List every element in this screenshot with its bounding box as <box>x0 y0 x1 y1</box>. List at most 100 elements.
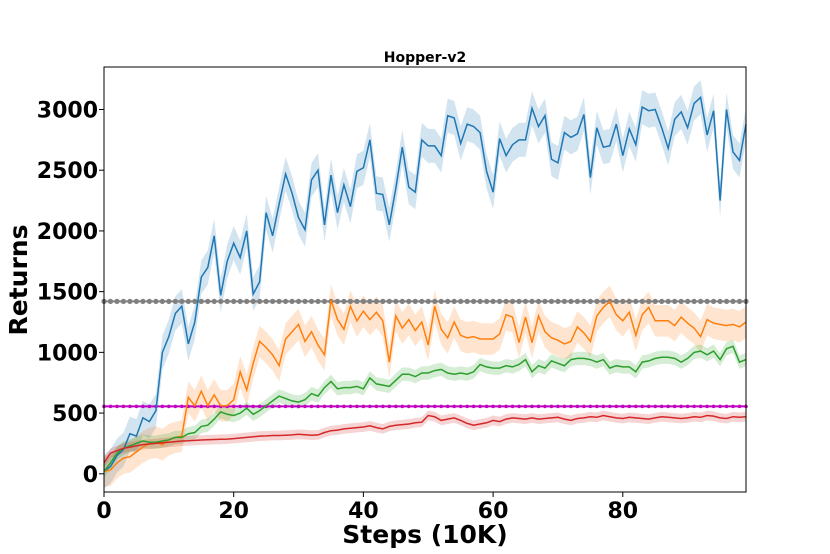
refline-marker-magenta-baseline <box>653 404 658 409</box>
refline-marker-magenta-baseline <box>290 404 294 409</box>
refline-marker-magenta-baseline <box>724 404 729 409</box>
refline-marker-gray-baseline <box>380 298 386 304</box>
chart-title: Hopper-v2 <box>384 50 466 66</box>
refline-marker-magenta-baseline <box>504 404 508 409</box>
refline-marker-gray-baseline <box>503 298 509 304</box>
refline-marker-gray-baseline <box>574 298 580 304</box>
refline-marker-gray-baseline <box>341 298 347 304</box>
refline-marker-gray-baseline <box>153 298 159 304</box>
y-tick-label: 0 <box>83 463 98 488</box>
refline-marker-magenta-baseline <box>484 404 489 409</box>
refline-marker-gray-baseline <box>665 298 671 304</box>
refline-marker-magenta-baseline <box>108 404 113 409</box>
refline-marker-magenta-baseline <box>400 404 405 409</box>
refline-marker-magenta-baseline <box>445 404 450 409</box>
refline-marker-magenta-baseline <box>180 404 184 409</box>
refline-marker-gray-baseline <box>717 298 723 304</box>
refline-marker-gray-baseline <box>419 298 425 304</box>
refline-marker-magenta-baseline <box>368 404 372 409</box>
refline-marker-gray-baseline <box>600 298 606 304</box>
refline-marker-magenta-baseline <box>387 404 392 409</box>
y-tick-label: 1000 <box>37 341 98 366</box>
refline-marker-gray-baseline <box>347 298 354 304</box>
refline-marker-magenta-baseline <box>588 404 593 409</box>
refline-marker-gray-baseline <box>244 298 250 304</box>
refline-marker-magenta-baseline <box>530 404 534 409</box>
refline-marker-gray-baseline <box>107 298 114 304</box>
refline-marker-magenta-baseline <box>679 404 683 409</box>
refline-marker-gray-baseline <box>289 298 295 304</box>
refline-marker-gray-baseline <box>736 298 743 304</box>
refline-marker-gray-baseline <box>282 298 289 304</box>
refline-marker-gray-baseline <box>432 298 438 304</box>
refline-marker-magenta-baseline <box>491 404 495 409</box>
refline-marker-gray-baseline <box>205 298 211 304</box>
refline-marker-gray-baseline <box>308 298 315 304</box>
refline-marker-magenta-baseline <box>601 404 606 409</box>
refline-marker-magenta-baseline <box>381 404 385 409</box>
refline-marker-magenta-baseline <box>620 404 625 409</box>
refline-marker-gray-baseline <box>445 298 451 304</box>
refline-marker-magenta-baseline <box>497 404 502 409</box>
refline-marker-gray-baseline <box>516 298 522 304</box>
refline-marker-magenta-baseline <box>309 404 314 409</box>
band-green <box>104 339 746 478</box>
refline-marker-magenta-baseline <box>115 404 119 409</box>
refline-marker-magenta-baseline <box>582 404 586 409</box>
refline-marker-magenta-baseline <box>147 404 152 409</box>
refline-marker-magenta-baseline <box>419 404 424 409</box>
refline-marker-gray-baseline <box>587 298 593 304</box>
refline-marker-magenta-baseline <box>432 404 437 409</box>
refline-marker-gray-baseline <box>659 298 665 304</box>
refline-marker-magenta-baseline <box>322 404 327 409</box>
refline-marker-magenta-baseline <box>361 404 366 409</box>
refline-marker-magenta-baseline <box>711 404 716 409</box>
refline-marker-magenta-baseline <box>549 404 554 409</box>
refline-marker-magenta-baseline <box>238 404 242 409</box>
refline-marker-magenta-baseline <box>478 404 482 409</box>
refline-marker-magenta-baseline <box>128 404 132 409</box>
refline-marker-gray-baseline <box>425 298 431 304</box>
refline-marker-gray-baseline <box>321 298 328 304</box>
refline-marker-gray-baseline <box>179 298 185 304</box>
refline-marker-magenta-baseline <box>543 404 547 409</box>
refline-marker-gray-baseline <box>691 298 697 304</box>
refline-marker-magenta-baseline <box>672 404 677 409</box>
refline-marker-magenta-baseline <box>510 404 515 409</box>
refline-marker-gray-baseline <box>263 298 269 304</box>
refline-marker-gray-baseline <box>354 298 360 304</box>
refline-marker-gray-baseline <box>360 298 366 304</box>
refline-marker-magenta-baseline <box>303 404 307 409</box>
refline-marker-magenta-baseline <box>471 404 476 409</box>
refline-marker-magenta-baseline <box>329 404 333 409</box>
refline-marker-gray-baseline <box>159 298 165 304</box>
refline-marker-magenta-baseline <box>659 404 664 409</box>
axis-ticks: 0 20 40 60 80 0 500 1000 1500 2000 2500 3000 <box>37 99 638 525</box>
refline-marker-gray-baseline <box>250 298 256 304</box>
series-line-orange <box>103 299 747 473</box>
refline-marker-gray-baseline <box>490 298 496 304</box>
refline-marker-magenta-baseline <box>212 404 217 409</box>
refline-marker-magenta-baseline <box>121 404 126 409</box>
refline-marker-magenta-baseline <box>608 404 612 409</box>
refline-marker-gray-baseline <box>334 298 341 304</box>
refline-marker-gray-baseline <box>548 298 555 304</box>
refline-marker-gray-baseline <box>218 298 224 304</box>
refline-marker-magenta-baseline <box>283 404 288 409</box>
series-line-blue <box>103 95 747 472</box>
refline-marker-gray-baseline <box>471 298 477 304</box>
refline-marker-gray-baseline <box>568 298 574 304</box>
refline-marker-magenta-baseline <box>705 404 709 409</box>
refline-marker-magenta-baseline <box>231 404 236 409</box>
refline-marker-magenta-baseline <box>270 404 275 409</box>
refline-marker-gray-baseline <box>704 298 710 304</box>
refline-marker-gray-baseline <box>120 298 127 304</box>
refline-marker-gray-baseline <box>484 298 490 304</box>
refline-marker-magenta-baseline <box>692 404 696 409</box>
refline-marker-gray-baseline <box>406 298 412 304</box>
refline-marker-magenta-baseline <box>452 404 456 409</box>
refline-marker-gray-baseline <box>535 298 542 304</box>
refline-marker-gray-baseline <box>529 298 535 304</box>
band-blue <box>104 80 746 489</box>
refline-marker-magenta-baseline <box>355 404 359 409</box>
